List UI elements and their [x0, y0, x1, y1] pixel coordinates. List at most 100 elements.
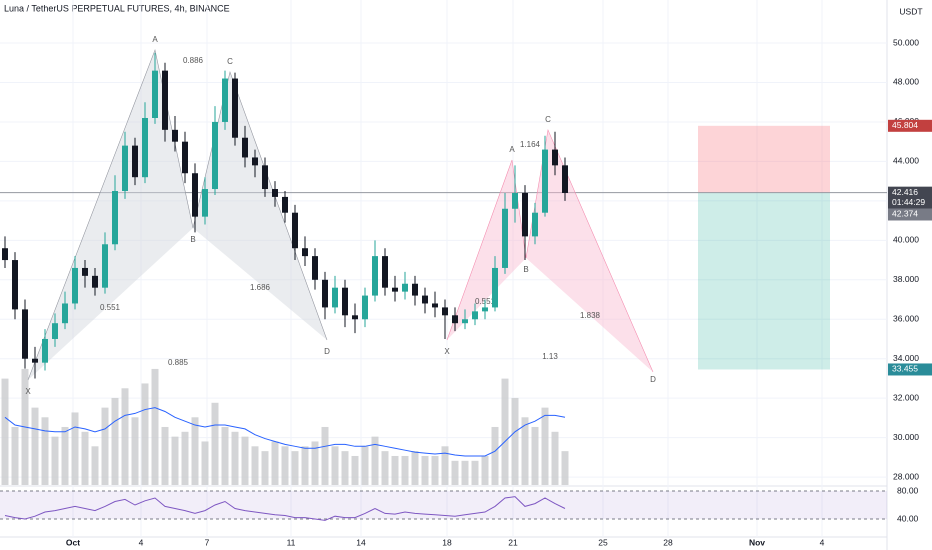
candle-body [532, 212, 538, 237]
volume-bar [221, 426, 229, 485]
target-label: 33.455 [892, 364, 918, 374]
candle-body [472, 311, 478, 320]
target-label-bg [888, 363, 932, 376]
pattern-point-label: C [227, 57, 233, 66]
pattern-ratio: 0.885 [168, 358, 189, 367]
candle-body [282, 196, 288, 213]
x-tick-label: Oct [66, 537, 80, 547]
candle-body [452, 315, 458, 324]
y-tick-label: 32.000 [893, 392, 919, 402]
volume-bar [431, 455, 439, 485]
candle-body [432, 303, 438, 308]
volume-bar [181, 431, 189, 485]
stop-zone [698, 125, 830, 193]
candle-body [542, 149, 548, 213]
pattern-ratio: 0.551 [100, 303, 121, 312]
volume-bar [301, 446, 309, 485]
x-tick-label: 25 [598, 537, 608, 547]
y-tick-label: 48.000 [893, 77, 919, 87]
candle-body [62, 303, 68, 324]
volume-bar [211, 402, 219, 485]
volume-bar [11, 426, 19, 485]
candle-body [332, 287, 338, 308]
rsi-level-label: 40.00 [897, 513, 919, 523]
volume-bar [161, 426, 169, 485]
pattern-ratio: 1.686 [250, 283, 271, 292]
candle-body [232, 78, 238, 138]
y-tick-label: 30.000 [893, 432, 919, 442]
pattern-area [28, 50, 193, 380]
volume-bar [381, 451, 389, 485]
rsi-line [4, 496, 566, 521]
rsi-band [0, 491, 887, 519]
volume-bar [551, 431, 559, 485]
candle-body [122, 145, 128, 192]
y-tick-label: 38.000 [893, 274, 919, 284]
candle-body [372, 256, 378, 296]
volume-bar [281, 446, 289, 485]
countdown: 01:44:29 [892, 197, 925, 207]
candle-body [242, 137, 248, 158]
y-tick-label: 44.000 [893, 156, 919, 166]
volume-bar [311, 441, 319, 485]
candle-body [342, 287, 348, 316]
candle-body [392, 287, 398, 292]
candle-body [442, 307, 448, 316]
candle-body [552, 149, 558, 166]
stop-label: 45.804 [892, 120, 918, 130]
candle-body [362, 295, 368, 320]
volume-bar [71, 412, 79, 485]
pattern-line [27, 48, 328, 381]
volume-bar [31, 407, 39, 485]
volume-bar [321, 426, 329, 485]
pattern-point-label: X [25, 387, 31, 396]
volume-bar [541, 407, 549, 485]
volume-bar [171, 436, 179, 485]
candle-body [102, 244, 108, 288]
candle-body [482, 307, 488, 312]
volume-bar [231, 431, 239, 485]
pattern-point-label: A [152, 35, 158, 44]
entry-label: 42.374 [892, 209, 918, 219]
candle-body [152, 70, 158, 118]
pattern-point-label: X [444, 347, 450, 356]
pattern-point-label: B [523, 265, 528, 274]
candle-body [562, 165, 568, 193]
pattern-area [526, 130, 653, 372]
candle-body [492, 267, 498, 308]
volume-bar [361, 446, 369, 485]
y-tick-label: 40.000 [893, 235, 919, 245]
currency: USDT [899, 6, 922, 16]
candle-body [82, 267, 88, 276]
volume-bar [41, 417, 49, 485]
candle-body [192, 173, 198, 217]
candle-body [322, 279, 328, 308]
x-tick-label: 4 [820, 537, 825, 547]
candle-body [272, 189, 278, 197]
y-tick-label: 34.000 [893, 353, 919, 363]
volume-bar [131, 417, 139, 485]
volume-bar [371, 436, 379, 485]
volume-bar [561, 451, 569, 485]
volume-bar [1, 378, 9, 485]
candle-body [132, 145, 138, 178]
candle-body [212, 121, 218, 190]
entry-label-bg [888, 208, 932, 221]
volume-bar [201, 441, 209, 485]
pattern-ratio: 1.164 [520, 140, 541, 149]
volume-bar [441, 446, 449, 485]
volume-bar [151, 368, 159, 485]
candle-body [502, 208, 508, 268]
pattern-point-label: D [324, 347, 330, 356]
candle-body [92, 275, 98, 288]
candle-body [162, 70, 168, 130]
chart-title: Luna / TetherUS PERPETUAL FUTURES, 4h, B… [4, 3, 230, 13]
volume-bar [61, 426, 69, 485]
candle-body [112, 191, 118, 245]
volume-bar [251, 446, 259, 485]
volume-bar [501, 378, 509, 485]
candle-body [312, 256, 318, 280]
volume-bar [491, 426, 499, 485]
volume-bar [411, 451, 419, 485]
